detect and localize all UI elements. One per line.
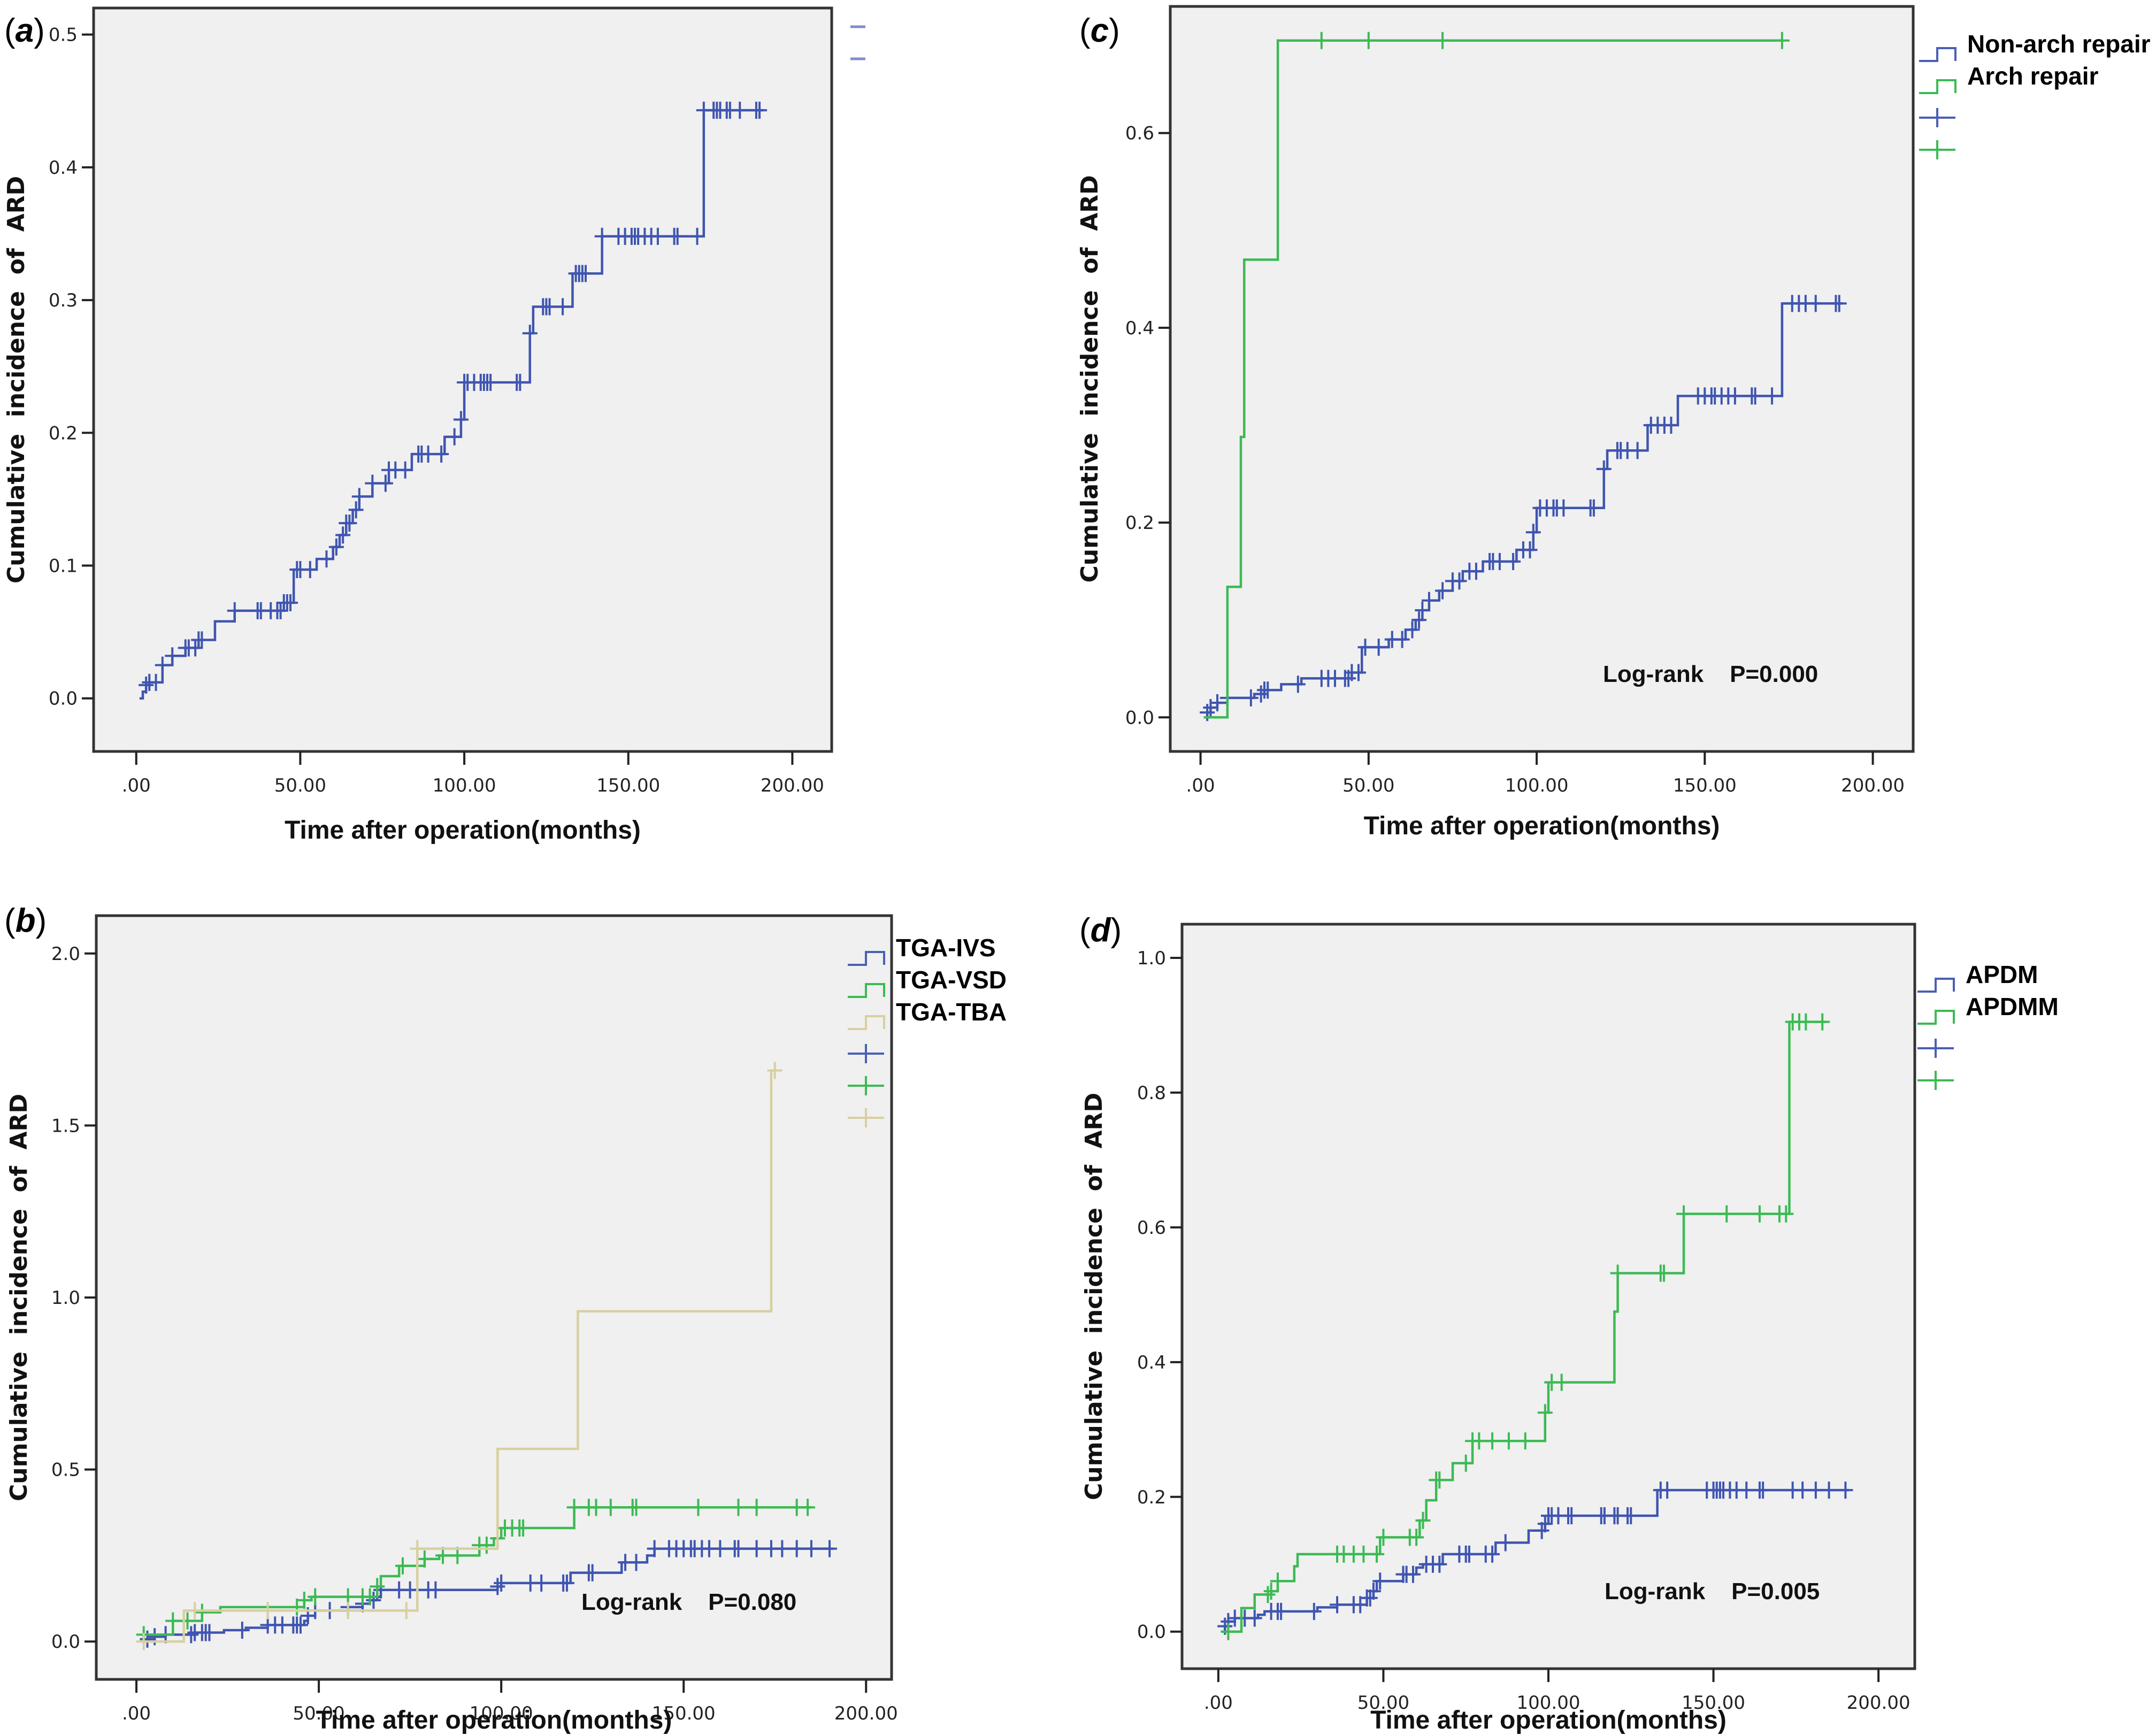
- legend-label: Non-arch repair: [1967, 30, 2151, 58]
- y-tick-label: 0.6: [1125, 123, 1154, 144]
- x-tick-label: 50.00: [274, 775, 326, 796]
- series-non-arch-repair: [1200, 295, 1847, 721]
- y-tick-label: 0.4: [49, 157, 78, 179]
- x-axis-title: Time after operation(months): [1364, 812, 1720, 840]
- y-tick-label: 0.4: [1137, 1352, 1166, 1373]
- panel-a: (a) .00 50.00 100.00 150.00 200.00 0.0 0.1 0.2 0.…: [3, 6, 865, 845]
- legend-label: APDMM: [1966, 993, 2059, 1020]
- x-tick-label: 100.00: [1517, 1692, 1580, 1714]
- x-tick-label: .00: [1204, 1692, 1233, 1714]
- y-tick-label: 0.5: [49, 25, 78, 46]
- legend-label: TGA-VSD: [896, 966, 1007, 994]
- legend: [850, 25, 865, 60]
- y-tick-label: 0.1: [49, 556, 78, 577]
- legend-step-icon: [1917, 978, 1955, 993]
- step-line: [1203, 39, 1782, 719]
- y-tick-label: 2.0: [51, 943, 80, 965]
- logrank-annotation: Log-rank P=0.005: [1605, 1578, 1820, 1605]
- legend-label: TGA-IVS: [896, 934, 996, 962]
- x-tick-label: .00: [122, 1703, 151, 1724]
- plot-area: [1169, 5, 1915, 753]
- plot-area: [1180, 923, 1916, 1670]
- y-tick-label: 0.0: [51, 1631, 80, 1653]
- x-tick-label: 50.00: [293, 1703, 344, 1724]
- legend: TGA-IVS TGA-VSD TGA-TBA: [848, 934, 1007, 1127]
- y-tick-label: 1.0: [51, 1287, 80, 1309]
- y-tick-label: 1.5: [51, 1115, 80, 1137]
- series-apdmm: [1221, 1013, 1830, 1640]
- logrank-annotation: Log-rank P=0.000: [1603, 661, 1818, 687]
- y-axis-title: Cumulative incidence of ARD: [1080, 1093, 1108, 1500]
- y-tick-label: 0.5: [51, 1460, 80, 1481]
- x-tick-label: 200.00: [761, 775, 824, 796]
- x-tick-label: 150.00: [1673, 775, 1737, 796]
- y-axis-title: Cumulative incidence of ARD: [5, 1094, 33, 1501]
- y-tick-label: 0.0: [49, 688, 78, 710]
- x-axis-title: Time after operation(months): [1370, 1706, 1727, 1734]
- legend: Non-arch repair Arch repair: [1919, 30, 2151, 159]
- x-tick-label: 150.00: [652, 1703, 716, 1724]
- series-all-patients: [139, 102, 768, 700]
- legend-label: TGA-TBA: [896, 998, 1007, 1026]
- panel-label: (a): [4, 12, 45, 49]
- y-tick-label: 0.8: [1137, 1083, 1166, 1104]
- logrank-annotation: Log-rank P=0.080: [581, 1589, 796, 1615]
- x-tick-label: .00: [122, 775, 151, 796]
- y-tick-label: 0.0: [1125, 707, 1154, 728]
- x-tick-label: 150.00: [596, 775, 660, 796]
- y-tick-label: 0.2: [1137, 1487, 1166, 1508]
- y-tick-label: 1.0: [1137, 948, 1166, 969]
- plot-area: [95, 914, 893, 1681]
- y-tick-label: 0.3: [49, 290, 78, 311]
- x-tick-label: 150.00: [1682, 1692, 1745, 1714]
- y-axis-title: Cumulative incidence of ARD: [3, 176, 30, 584]
- legend-label: APDM: [1966, 961, 2038, 988]
- x-tick-label: 100.00: [433, 775, 496, 796]
- x-tick-label: 200.00: [834, 1703, 898, 1724]
- x-tick-label: 50.00: [1342, 775, 1394, 796]
- legend-step-icon: [848, 951, 885, 966]
- series-arch-repair: [1203, 32, 1790, 719]
- y-axis-title: Cumulative incidence of ARD: [1076, 175, 1103, 582]
- legend-step-icon: [1919, 79, 1956, 94]
- plot-area: [92, 6, 833, 753]
- panel-c: (c) .00 50.00 100.00 150.00 200.00 0.0 0.2 0.4 0.…: [1076, 5, 2151, 840]
- panel-d: (d) .00 50.00 100.00 150.00 200.00 0.0 0.2 0.4 0.…: [1079, 912, 2059, 1734]
- panel-label: (d): [1079, 912, 1122, 949]
- x-tick-label: 50.00: [1357, 1692, 1409, 1714]
- panel-b: (b) .00 50.00 100.00 150.00 200.00 0.0 0.5 1.0 1.…: [4, 902, 1007, 1734]
- x-axis-title: Time after operation(months): [316, 1706, 672, 1734]
- legend-label: Arch repair: [1967, 62, 2099, 90]
- series-tga-tba: [136, 1062, 782, 1650]
- y-tick-label: 0.4: [1125, 318, 1154, 339]
- legend-step-icon: [848, 983, 885, 998]
- y-tick-label: 0.2: [49, 423, 78, 444]
- x-tick-label: .00: [1186, 775, 1215, 796]
- legend-step-icon: [1919, 47, 1956, 62]
- legend: APDM APDMM: [1917, 961, 2059, 1090]
- y-tick-label: 0.2: [1125, 512, 1154, 534]
- panel-label: (c): [1079, 12, 1120, 49]
- step-line: [140, 1069, 775, 1643]
- x-tick-label: 200.00: [1847, 1692, 1911, 1714]
- y-tick-label: 0.6: [1137, 1217, 1166, 1239]
- legend-step-icon: [1917, 1010, 1955, 1025]
- x-tick-label: 100.00: [1505, 775, 1569, 796]
- x-tick-label: 200.00: [1841, 775, 1905, 796]
- x-tick-label: 100.00: [470, 1703, 533, 1724]
- y-tick-label: 0.0: [1137, 1622, 1166, 1643]
- panel-label: (b): [4, 902, 47, 939]
- legend-step-icon: [848, 1015, 885, 1030]
- x-axis-title: Time after operation(months): [285, 816, 641, 845]
- series-tga-vsd: [136, 1499, 816, 1644]
